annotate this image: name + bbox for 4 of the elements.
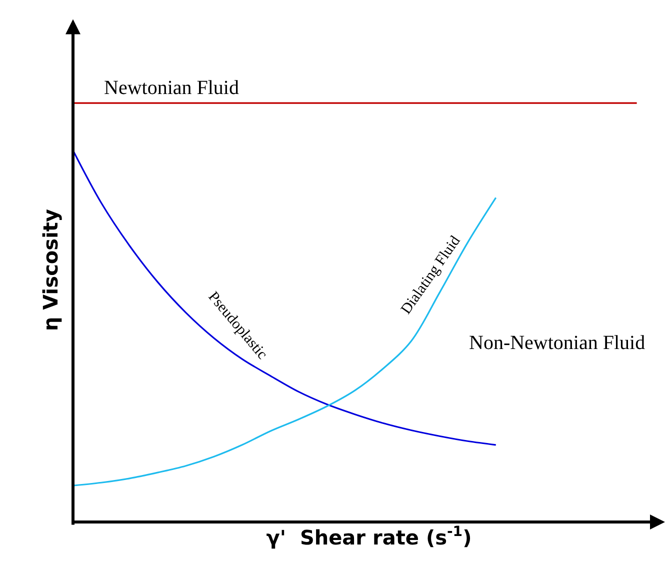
y-axis-title: η Viscosity (38, 208, 62, 332)
series-label: Newtonian Fluid (104, 77, 239, 99)
x-axis-title: γ' Shear rate (s$^{-1}$) (266, 524, 472, 550)
annotation: Non-Newtonian Fluid (469, 332, 646, 354)
